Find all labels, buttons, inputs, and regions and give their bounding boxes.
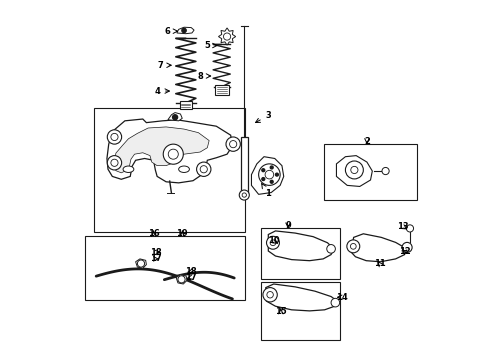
FancyBboxPatch shape xyxy=(241,137,248,194)
Circle shape xyxy=(351,166,358,174)
Polygon shape xyxy=(177,27,194,34)
Text: 5: 5 xyxy=(204,41,217,50)
Text: 16: 16 xyxy=(147,229,159,238)
Polygon shape xyxy=(168,113,182,121)
Circle shape xyxy=(327,244,335,253)
Circle shape xyxy=(263,288,277,302)
Circle shape xyxy=(182,28,186,33)
Text: 8: 8 xyxy=(197,72,211,81)
Circle shape xyxy=(259,164,280,185)
Circle shape xyxy=(270,240,276,246)
Circle shape xyxy=(107,156,122,170)
Text: 6: 6 xyxy=(165,27,177,36)
Circle shape xyxy=(163,144,183,164)
Text: 10: 10 xyxy=(268,237,279,246)
Text: 9: 9 xyxy=(285,221,291,230)
Polygon shape xyxy=(351,234,406,262)
Text: 12: 12 xyxy=(399,247,411,256)
Circle shape xyxy=(347,240,360,253)
Circle shape xyxy=(242,193,246,197)
Polygon shape xyxy=(176,275,187,284)
Text: 17: 17 xyxy=(149,255,161,264)
Text: 19: 19 xyxy=(176,229,188,238)
Ellipse shape xyxy=(179,166,190,172)
Circle shape xyxy=(406,225,414,232)
Text: 2: 2 xyxy=(364,137,370,146)
Circle shape xyxy=(200,166,207,173)
Text: 17: 17 xyxy=(185,273,196,282)
FancyBboxPatch shape xyxy=(180,101,192,109)
Circle shape xyxy=(350,243,356,249)
Circle shape xyxy=(196,162,211,176)
Circle shape xyxy=(107,130,122,144)
Circle shape xyxy=(223,33,231,40)
Bar xyxy=(85,235,245,300)
Circle shape xyxy=(239,190,249,200)
Bar xyxy=(261,282,340,339)
Text: 18: 18 xyxy=(149,248,161,257)
Polygon shape xyxy=(107,119,232,183)
Polygon shape xyxy=(266,284,338,311)
Circle shape xyxy=(267,236,279,249)
Circle shape xyxy=(402,242,412,252)
Text: 3: 3 xyxy=(256,111,271,122)
Polygon shape xyxy=(219,28,236,45)
Polygon shape xyxy=(269,231,334,261)
Circle shape xyxy=(331,298,340,307)
Text: 14: 14 xyxy=(336,293,348,302)
Circle shape xyxy=(267,292,273,298)
Circle shape xyxy=(111,159,118,166)
Circle shape xyxy=(262,177,265,180)
Text: 4: 4 xyxy=(154,86,170,95)
Circle shape xyxy=(226,137,240,151)
Ellipse shape xyxy=(123,166,134,172)
Circle shape xyxy=(270,180,273,183)
Text: 11: 11 xyxy=(373,259,385,268)
Text: 18: 18 xyxy=(185,267,196,276)
Circle shape xyxy=(382,167,389,175)
Circle shape xyxy=(262,169,265,172)
Circle shape xyxy=(345,161,364,179)
Polygon shape xyxy=(337,156,372,186)
Circle shape xyxy=(111,134,118,140)
Circle shape xyxy=(137,260,145,267)
Circle shape xyxy=(270,166,273,169)
Text: 13: 13 xyxy=(397,222,409,231)
Circle shape xyxy=(265,170,274,179)
Polygon shape xyxy=(136,259,147,268)
Polygon shape xyxy=(251,157,284,194)
Bar xyxy=(95,108,245,232)
Circle shape xyxy=(168,149,178,159)
Circle shape xyxy=(178,276,185,283)
Text: 7: 7 xyxy=(158,61,171,70)
Text: 1: 1 xyxy=(262,184,271,198)
FancyBboxPatch shape xyxy=(215,85,228,95)
Text: 15: 15 xyxy=(275,307,287,316)
Bar xyxy=(324,144,417,200)
Bar xyxy=(261,228,340,279)
Circle shape xyxy=(275,173,278,176)
Polygon shape xyxy=(114,127,209,173)
Circle shape xyxy=(230,140,237,148)
Circle shape xyxy=(172,115,177,120)
